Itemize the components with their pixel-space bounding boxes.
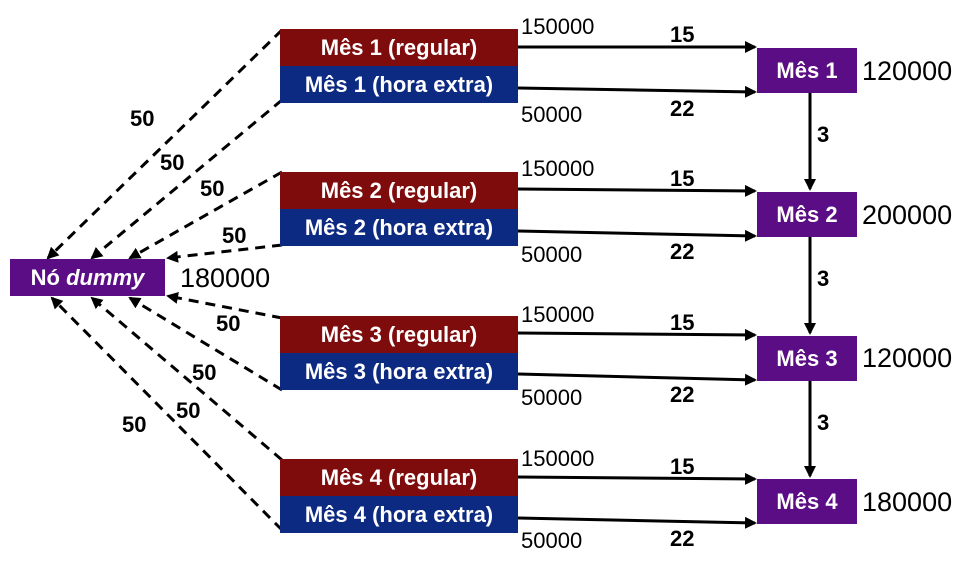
month-node-2: Mês 2 [757,192,857,237]
cost-m2-regular: 15 [670,166,695,191]
dummy-cost-m1-overtime: 50 [160,150,185,175]
arc-m3-regular [517,328,757,341]
capacity-m1-overtime: 50000 [521,102,583,127]
dummy-arc-m2-regular [128,170,283,260]
dummy-arc-m4-overtime [50,296,284,532]
source-m1-regular: Mês 1 (regular) [280,29,518,66]
month-node-3: Mês 3 [757,336,857,381]
dummy-arc-m1-regular [46,28,284,260]
source-m1-overtime: Mês 1 (hora extra) [280,66,518,103]
arc-m4-overtime [517,516,757,529]
source-m2-regular: Mês 2 (regular) [280,172,518,209]
source-m2-overtime: Mês 2 (hora extra) [280,209,518,246]
source-m3-overtime: Mês 3 (hora extra) [280,353,518,390]
dummy-cost-m4-regular: 50 [176,398,201,423]
dummy-node: Nó dummy [10,259,165,296]
dummy-cost-m3-overtime: 50 [192,360,217,385]
dummy-cost-m2-overtime: 50 [222,223,247,248]
dummy-node-prefix: Nó [30,264,60,290]
dummy-arc-m1-overtime [90,98,283,260]
capacity-m3-regular: 150000 [521,302,595,327]
dummy-arc-m2-overtime [166,243,283,263]
cost-m1-overtime: 22 [670,96,695,121]
demand-month-3: 120000 [862,343,953,373]
dummy-arc-m4-regular [90,296,283,462]
cost-m1-regular: 15 [670,22,695,47]
source-m4-regular: Mês 4 (regular) [280,459,518,496]
dummy-arc-m3-regular [166,292,283,320]
cost-m4-overtime: 22 [670,526,695,551]
month-node-1: Mês 1 [757,48,857,93]
dummy-supply: 180000 [180,263,271,293]
dummy-cost-m1-regular: 50 [130,106,155,131]
dummy-cost-m4-overtime: 50 [122,412,147,437]
storage-cost-2-3: 3 [817,266,830,291]
arc-m4-regular [517,472,757,485]
arc-m1-overtime [517,85,757,98]
capacity-m1-regular: 150000 [521,14,595,39]
dummy-arc-m3-overtime [128,296,283,392]
demand-month-2: 200000 [862,200,953,230]
cost-m2-overtime: 22 [670,239,695,264]
arc-m2-regular [517,184,757,197]
capacity-m3-overtime: 50000 [521,385,583,410]
capacity-m2-overtime: 50000 [521,242,583,267]
capacity-m4-overtime: 50000 [521,528,583,553]
capacity-m2-regular: 150000 [521,156,595,181]
month-node-4: Mês 4 [757,479,857,524]
source-m3-regular: Mês 3 (regular) [280,316,518,353]
cost-m4-regular: 15 [670,454,695,479]
dummy-node-italic: dummy [66,264,145,290]
cost-m3-overtime: 22 [670,382,695,407]
arc-m2-overtime [517,229,757,242]
demand-month-1: 120000 [862,56,953,86]
source-m4-overtime: Mês 4 (hora extra) [280,496,518,533]
dummy-cost-m2-regular: 50 [200,176,225,201]
demand-month-4: 180000 [862,487,953,517]
arc-m3-overtime [517,372,757,386]
cost-m3-regular: 15 [670,310,695,335]
storage-cost-3-4: 3 [817,410,830,435]
dummy-cost-m3-regular: 50 [216,311,241,336]
capacity-m4-regular: 150000 [521,446,595,471]
storage-cost-1-2: 3 [817,122,830,147]
